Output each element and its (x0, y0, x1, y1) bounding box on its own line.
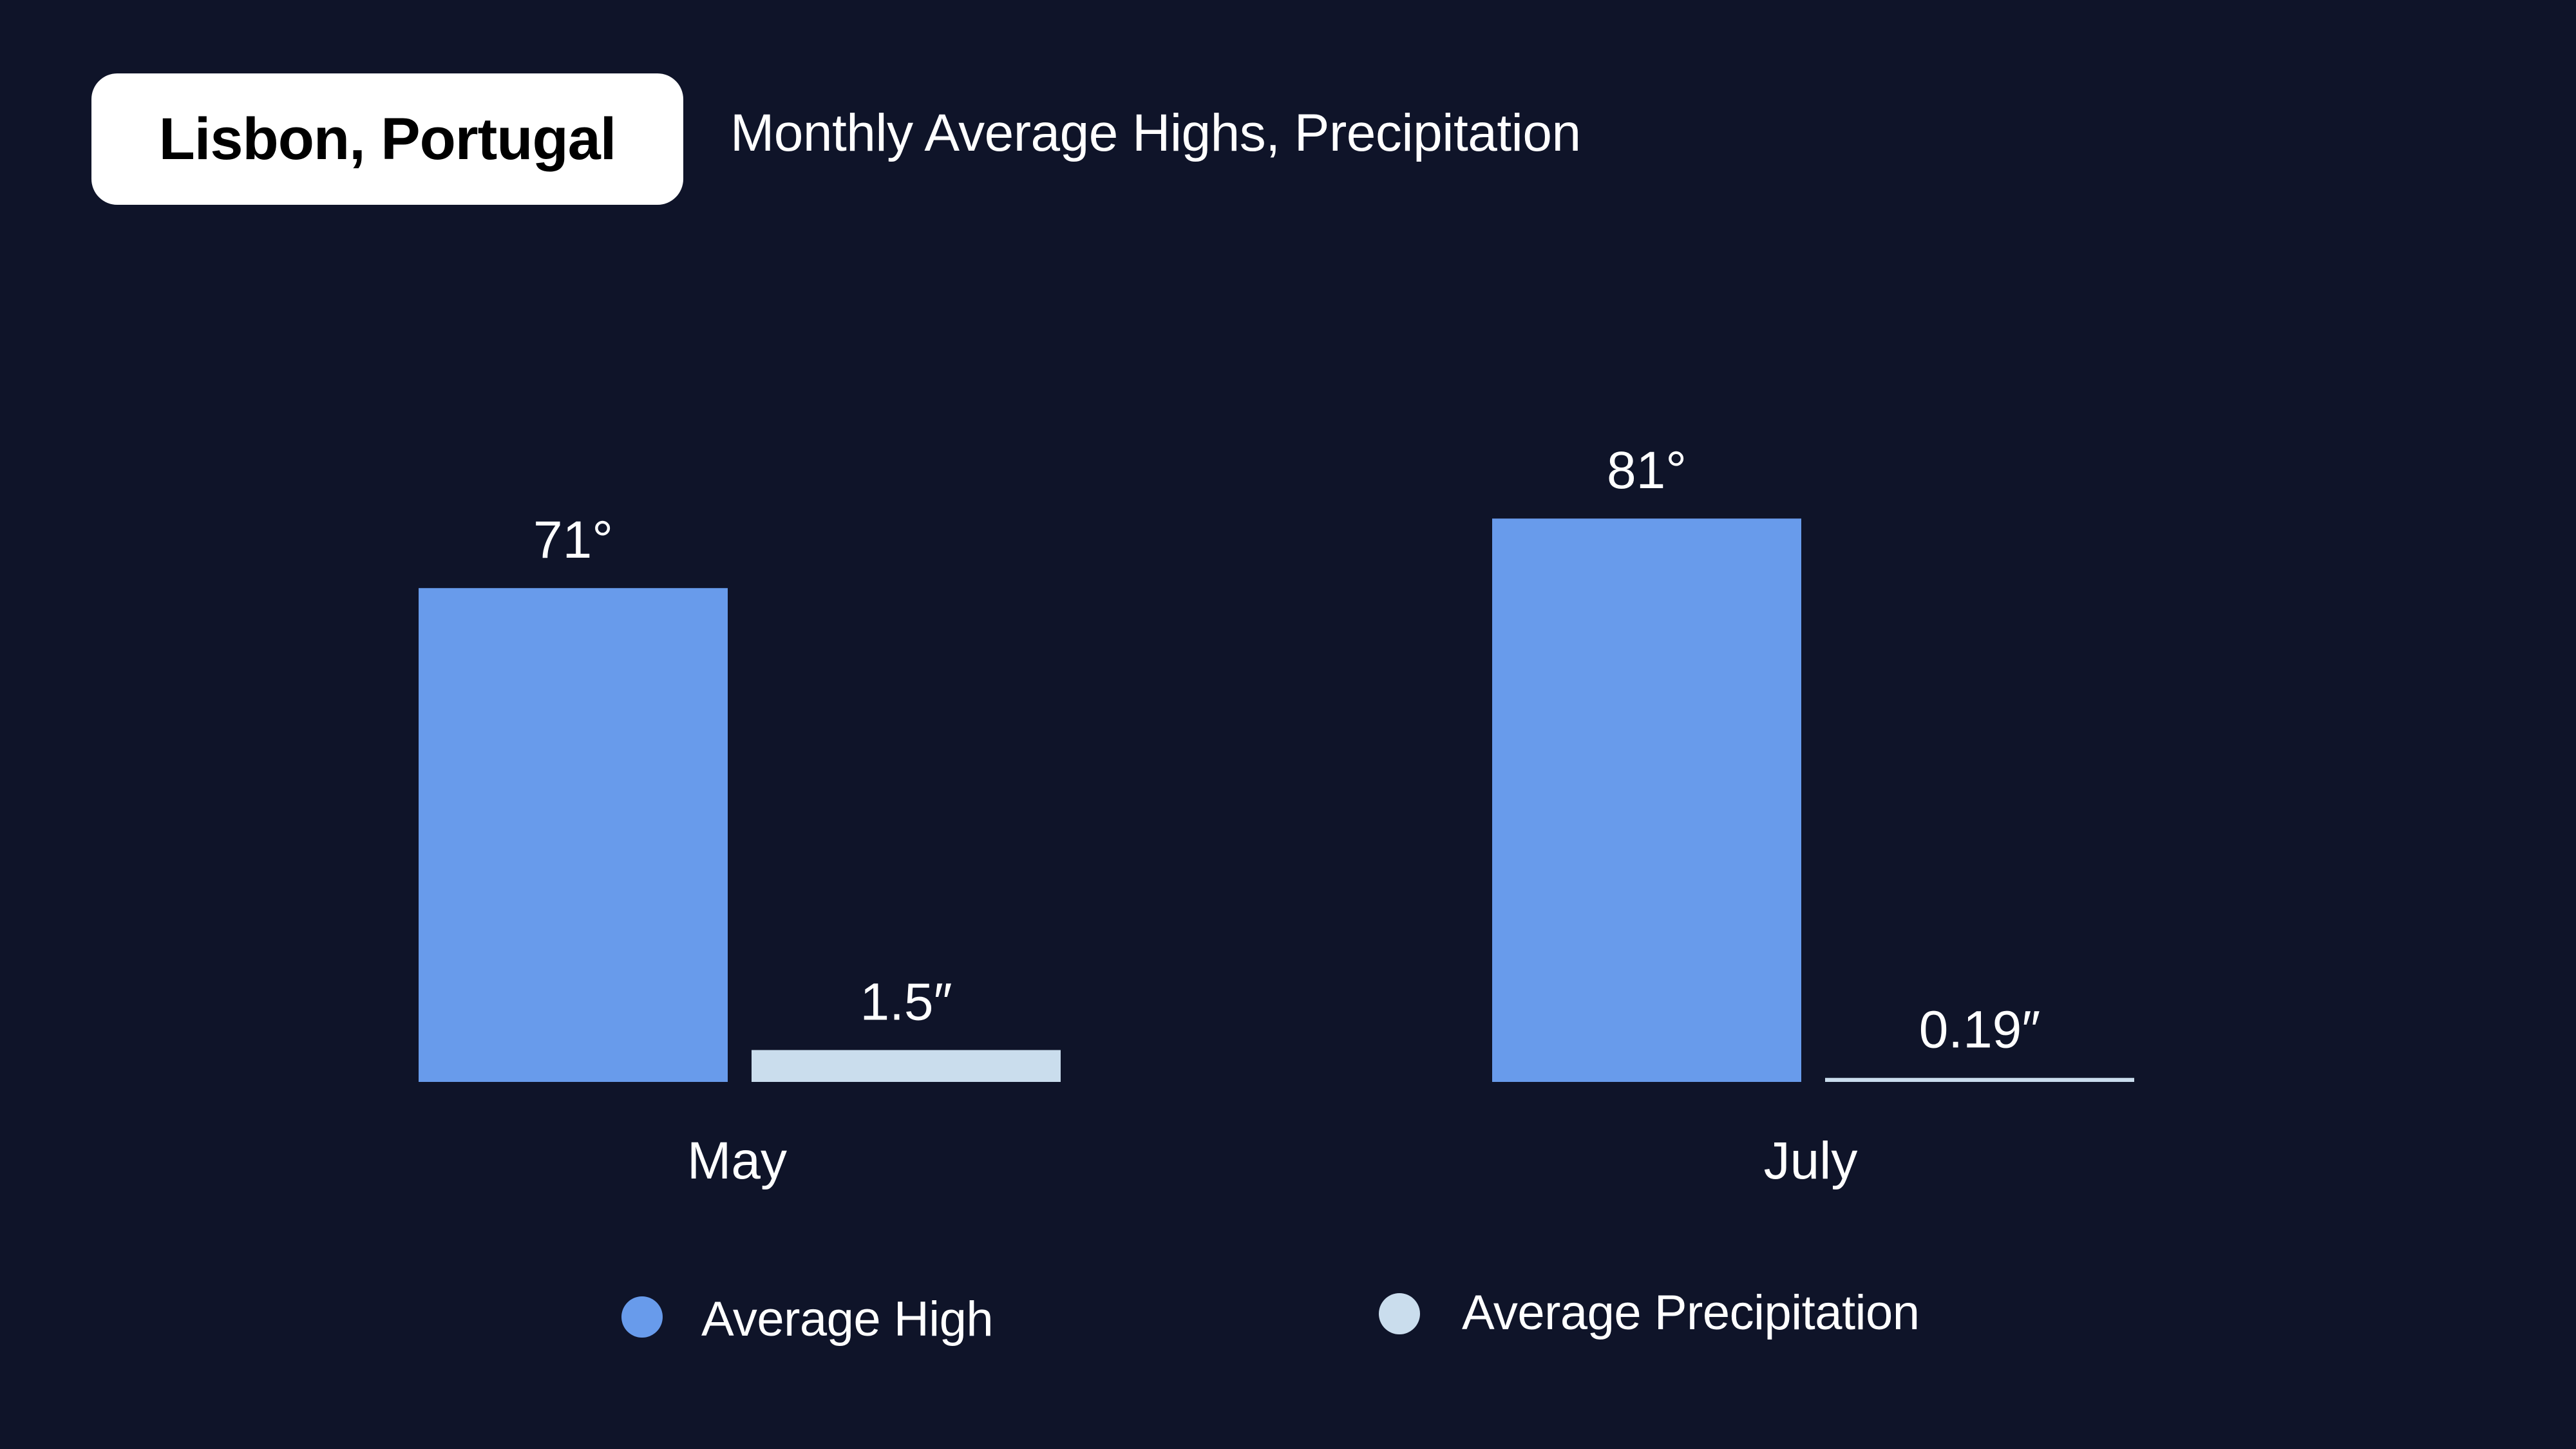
bar-average-high-july (1492, 518, 1801, 1082)
data-label-average-high-may: 71° (533, 511, 613, 569)
title-badge: Lisbon, Portugal (91, 73, 683, 205)
bar-average-precipitation-may (752, 1050, 1061, 1082)
data-label-average-precipitation-may: 1.5″ (860, 973, 952, 1032)
legend-swatch-average-high (621, 1296, 663, 1338)
chart-title: Lisbon, Portugal (158, 106, 617, 172)
category-label-july: July (1764, 1132, 1858, 1190)
legend-swatch-average-precipitation (1379, 1293, 1420, 1334)
chart-subtitle: Monthly Average Highs, Precipitation (730, 104, 1581, 162)
legend-item-average-precipitation: Average Precipitation (1379, 1285, 1920, 1340)
bar-average-precipitation-july (1825, 1077, 2134, 1082)
data-label-average-precipitation-july: 0.19″ (1919, 1001, 2041, 1059)
legend-label-average-precipitation: Average Precipitation (1462, 1285, 1920, 1340)
bar-average-high-may (419, 588, 728, 1082)
category-label-may: May (687, 1132, 787, 1190)
legend-label-average-high: Average High (701, 1292, 994, 1347)
legend-item-average-high: Average High (621, 1290, 994, 1347)
data-label-average-high-july: 81° (1607, 441, 1687, 500)
